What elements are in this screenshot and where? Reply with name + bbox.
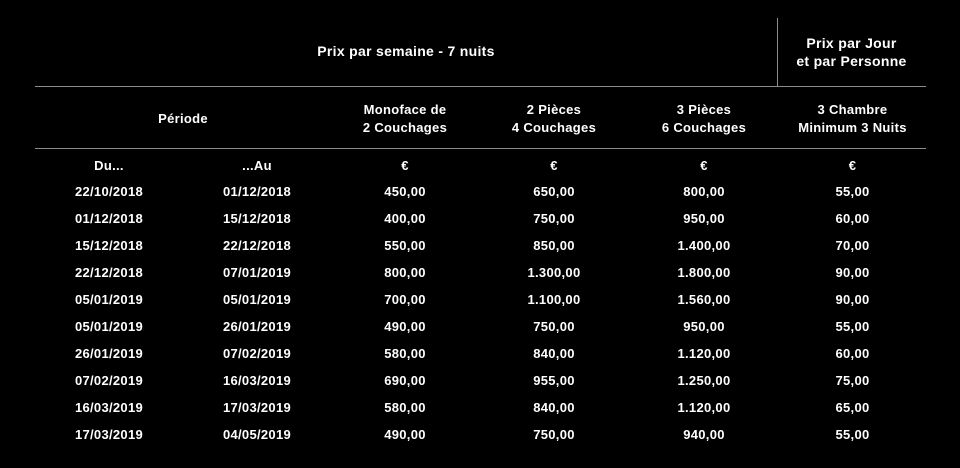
table-title: Prix par semaine - 7 nuits <box>317 43 495 59</box>
table-cell-price-studio: 550,00 <box>384 238 426 253</box>
table-cell-price-2-pieces: 840,00 <box>533 400 575 415</box>
table-cell-price-chambre: 55,00 <box>835 427 870 442</box>
table-cell-price-3-pieces: 1.400,00 <box>677 238 731 253</box>
column-header-2-pieces-line1: 2 Pièces <box>526 102 582 117</box>
table-cell-date-to: 17/03/2019 <box>222 400 292 415</box>
rule-header <box>35 148 926 149</box>
table-cell-price-studio: 580,00 <box>384 400 426 415</box>
column-header-2-pieces: 2 Pièces 4 Couchages <box>479 101 629 137</box>
table-cell-price-chambre: 90,00 <box>835 265 870 280</box>
table-cell-price-3-pieces: 1.800,00 <box>677 265 731 280</box>
table-cell-price-3-pieces: 1.560,00 <box>677 292 731 307</box>
unit-currency: € <box>550 158 558 173</box>
side-title: Prix par Jour et par Personne <box>777 34 926 70</box>
column-header-3-pieces-line2: 6 Couchages <box>661 120 747 135</box>
table-cell-price-studio: 490,00 <box>384 427 426 442</box>
table-cell-price-3-pieces: 1.250,00 <box>677 373 731 388</box>
table-cell-price-studio: 690,00 <box>384 373 426 388</box>
table-cell-price-chambre: 75,00 <box>835 373 870 388</box>
table-cell-price-chambre: 55,00 <box>835 319 870 334</box>
table-cell-price-3-pieces: 950,00 <box>683 211 725 226</box>
table-cell-price-3-pieces: 940,00 <box>683 427 725 442</box>
unit-currency: € <box>700 158 708 173</box>
table-cell-price-chambre: 60,00 <box>835 211 870 226</box>
table-cell-date-from: 22/12/2018 <box>74 265 144 280</box>
table-cell-date-to: 05/01/2019 <box>222 292 292 307</box>
table-cell-price-3-pieces: 800,00 <box>683 184 725 199</box>
table-cell-price-3-pieces: 950,00 <box>683 319 725 334</box>
table-cell-date-to: 07/02/2019 <box>222 346 292 361</box>
table-cell-price-2-pieces: 650,00 <box>533 184 575 199</box>
unit-to: ...Au <box>242 158 272 173</box>
table-cell-price-studio: 700,00 <box>384 292 426 307</box>
table-cell-date-from: 01/12/2018 <box>74 211 144 226</box>
table-cell-price-chambre: 90,00 <box>835 292 870 307</box>
table-cell-date-to: 22/12/2018 <box>222 238 292 253</box>
table-cell-price-2-pieces: 750,00 <box>533 319 575 334</box>
table-cell-price-2-pieces: 850,00 <box>533 238 575 253</box>
table-cell-price-studio: 800,00 <box>384 265 426 280</box>
column-header-2-pieces-line2: 4 Couchages <box>511 120 597 135</box>
column-header-periode: Période <box>158 111 208 126</box>
column-header-studio-line2: 2 Couchages <box>362 120 448 135</box>
table-cell-price-2-pieces: 955,00 <box>533 373 575 388</box>
table-cell-date-from: 17/03/2019 <box>74 427 144 442</box>
column-header-studio: Monoface de 2 Couchages <box>331 101 479 137</box>
table-cell-price-3-pieces: 1.120,00 <box>677 346 731 361</box>
table-cell-price-chambre: 65,00 <box>835 400 870 415</box>
table-cell-price-3-pieces: 1.120,00 <box>677 400 731 415</box>
table-cell-date-to: 16/03/2019 <box>222 373 292 388</box>
table-cell-date-to: 15/12/2018 <box>222 211 292 226</box>
table-cell-date-from: 26/01/2019 <box>74 346 144 361</box>
table-cell-price-studio: 450,00 <box>384 184 426 199</box>
column-header-chambre-line2: Minimum 3 Nuits <box>798 120 907 135</box>
side-title-line1: Prix par Jour <box>806 35 897 51</box>
rule-top <box>35 86 926 87</box>
header-divider <box>777 18 778 86</box>
table-cell-price-2-pieces: 750,00 <box>533 427 575 442</box>
table-cell-date-to: 04/05/2019 <box>222 427 292 442</box>
table-cell-price-studio: 400,00 <box>384 211 426 226</box>
table-cell-date-from: 16/03/2019 <box>74 400 144 415</box>
table-cell-date-to: 01/12/2018 <box>222 184 292 199</box>
table-cell-price-chambre: 70,00 <box>835 238 870 253</box>
column-header-3-pieces-line1: 3 Pièces <box>676 102 732 117</box>
table-cell-date-from: 15/12/2018 <box>74 238 144 253</box>
table-cell-price-chambre: 60,00 <box>835 346 870 361</box>
table-cell-price-2-pieces: 1.300,00 <box>527 265 581 280</box>
column-header-3-pieces: 3 Pièces 6 Couchages <box>629 101 779 137</box>
table-cell-date-to: 07/01/2019 <box>222 265 292 280</box>
table-cell-date-from: 07/02/2019 <box>74 373 144 388</box>
table-cell-price-2-pieces: 750,00 <box>533 211 575 226</box>
table-cell-price-studio: 580,00 <box>384 346 426 361</box>
table-cell-price-2-pieces: 1.100,00 <box>527 292 581 307</box>
table-cell-date-from: 05/01/2019 <box>74 292 144 307</box>
table-cell-price-2-pieces: 840,00 <box>533 346 575 361</box>
column-header-chambre-line1: 3 Chambre <box>817 102 888 117</box>
unit-currency: € <box>401 158 409 173</box>
unit-currency: € <box>848 158 857 173</box>
column-header-chambre: 3 Chambre Minimum 3 Nuits <box>779 101 926 137</box>
table-cell-date-to: 26/01/2019 <box>222 319 292 334</box>
table-cell-date-from: 22/10/2018 <box>74 184 144 199</box>
unit-from: Du... <box>94 158 124 173</box>
side-title-line2: et par Personne <box>796 53 907 69</box>
table-cell-price-studio: 490,00 <box>384 319 426 334</box>
column-header-studio-line1: Monoface de <box>363 102 447 117</box>
table-cell-price-chambre: 55,00 <box>835 184 870 199</box>
table-cell-date-from: 05/01/2019 <box>74 319 144 334</box>
